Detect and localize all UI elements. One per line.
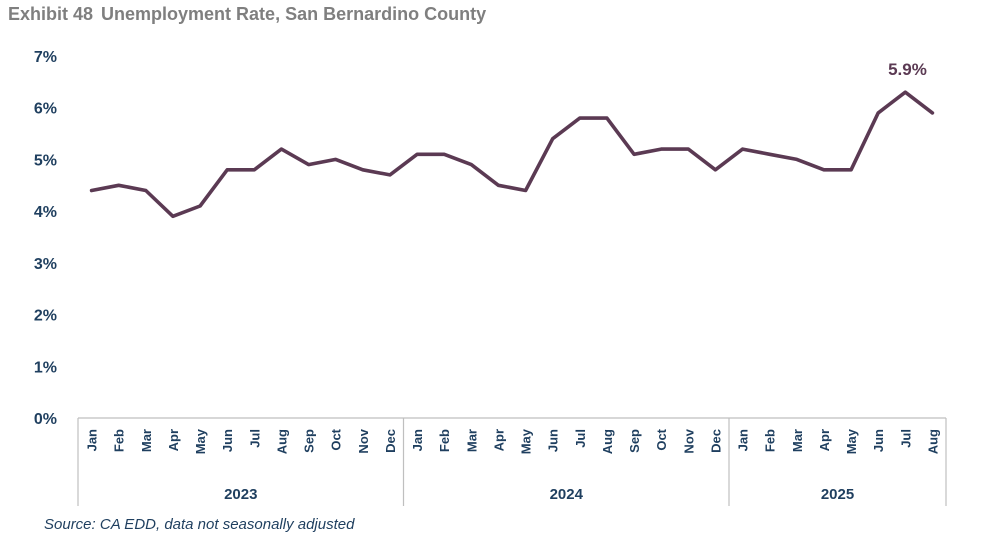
x-tick-label: Aug [274, 429, 289, 454]
x-tick-label: Jun [871, 429, 886, 452]
x-tick-label: Jun [220, 429, 235, 452]
x-tick-label: May [193, 428, 208, 454]
year-label: 2025 [821, 486, 854, 503]
y-tick-label: 2% [34, 308, 57, 325]
x-tick-label: Apr [166, 429, 181, 451]
y-tick-label: 6% [34, 101, 57, 118]
y-tick-label: 7% [34, 49, 57, 66]
x-tick-label: Oct [654, 428, 669, 450]
x-tick-label: Jul [573, 429, 588, 448]
x-tick-label: Nov [356, 428, 371, 453]
y-tick-label: 3% [34, 256, 57, 273]
x-tick-label: Dec [383, 429, 398, 453]
data-label: 5.9% [888, 60, 927, 79]
x-tick-label: May [519, 428, 534, 454]
x-tick-label: Feb [112, 429, 127, 452]
x-tick-label: Apr [491, 429, 506, 451]
x-tick-label: Feb [437, 429, 452, 452]
chart-title: Exhibit 48 Unemployment Rate, San Bernard… [8, 4, 486, 25]
exhibit-label: Exhibit 48 [8, 4, 94, 24]
year-label: 2024 [550, 486, 584, 503]
title-text: Unemployment Rate, San Bernardino County [101, 4, 487, 24]
x-tick-label: Jul [247, 429, 262, 448]
series-layer [89, 90, 935, 219]
x-tick-label: Aug [600, 429, 615, 454]
source-note: Source: CA EDD, data not seasonally adju… [44, 516, 355, 533]
x-tick-label: Sep [302, 429, 317, 453]
x-tick-label: Jan [85, 429, 100, 451]
x-tick-label: Jan [736, 429, 751, 451]
y-tick-label: 4% [34, 204, 57, 221]
year-label: 2023 [224, 486, 257, 503]
x-tick-label: Feb [763, 429, 778, 452]
y-axis: 0% 1% 2% 3% 4% 5% 6% 7% [34, 49, 57, 428]
x-axis: 2023 2024 2025 Jan Feb Mar Apr May Jun Jul Aug Sep O… [77, 417, 947, 506]
x-tick-label: Jan [410, 429, 425, 451]
y-tick-label: 1% [34, 359, 57, 376]
x-tick-label: May [844, 428, 859, 454]
x-tick-label: Mar [790, 429, 805, 452]
series-line [89, 90, 935, 219]
x-tick-label: Jul [898, 429, 913, 448]
x-tick-label: Aug [925, 429, 940, 454]
x-tick-label: Mar [139, 429, 154, 452]
x-tick-label: Jun [546, 429, 561, 452]
y-tick-label: 5% [34, 152, 57, 169]
x-tick-label: Nov [681, 428, 696, 453]
x-tick-label: Oct [329, 428, 344, 450]
data-labels: 5.9% [888, 60, 927, 79]
x-tick-label: Mar [464, 429, 479, 452]
y-tick-label: 0% [34, 411, 57, 428]
x-tick-label: Apr [817, 429, 832, 451]
x-tick-label: Sep [627, 429, 642, 453]
x-tick-label: Dec [708, 429, 723, 453]
